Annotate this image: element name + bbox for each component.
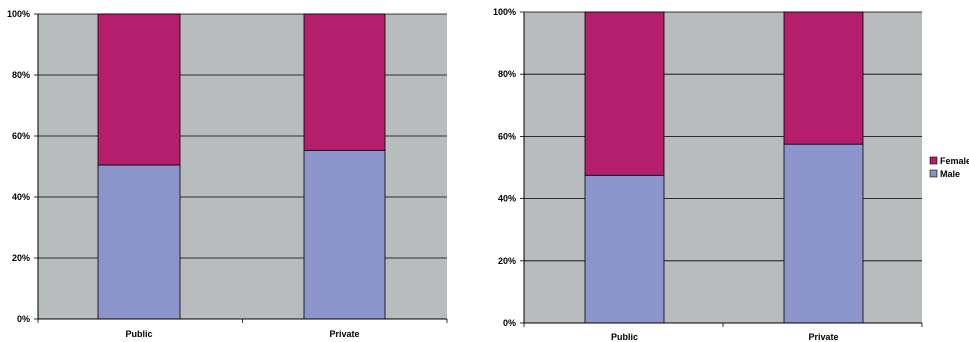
legend-swatch-male [929,169,938,178]
left-bar-private-male [303,149,386,320]
chart-public-private-right: 0% 20% 40% 60% 80% 100% Public Private [493,7,923,342]
right-category-label: Public [611,332,638,342]
right-bar-private-male [783,143,864,324]
left-ytick-label: 20% [12,253,30,263]
legend-swatch-female [929,156,938,165]
left-ytick-label: 80% [12,70,30,80]
right-ytick-label: 0% [503,318,516,328]
right-ytick-label: 20% [498,256,516,266]
right-ytick-label: 60% [498,131,516,141]
chart-public-private-left: 0% 20% 40% 60% 80% 100% Public Private [7,9,448,339]
legend: Female Male [929,156,969,179]
left-bar-private-female [303,13,386,151]
right-ytick-label: 40% [498,194,516,204]
left-category-label: Public [125,329,152,339]
left-ytick-label: 0% [17,314,30,324]
right-bar-public-female [584,11,665,176]
right-bar-private-female [783,11,864,145]
left-bar-public-male [97,164,181,320]
left-category-label: Private [329,329,359,339]
right-bar-public-male [584,174,665,324]
legend-label-female: Female [940,156,969,166]
legend-label-male: Male [940,169,960,179]
left-ytick-label: 100% [7,9,30,19]
right-category-label: Private [808,332,838,342]
left-bar-public-female [97,13,181,166]
right-ytick-label: 100% [493,7,516,17]
right-ytick-label: 80% [498,69,516,79]
left-ytick-label: 60% [12,131,30,141]
left-ytick-label: 40% [12,192,30,202]
